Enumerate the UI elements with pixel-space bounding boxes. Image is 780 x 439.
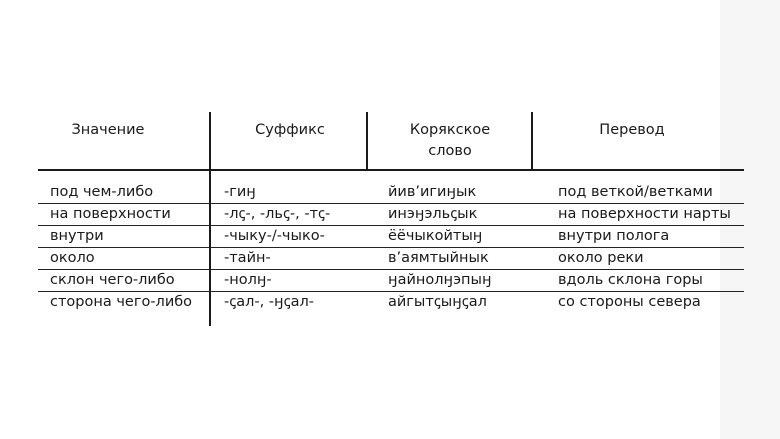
cell-meaning: под чем-либо (50, 184, 154, 200)
cell-suffix: -чыку-/-чыко- (224, 228, 325, 244)
table-row: склон чего-либо -нолӈ- ӈайнолӈэпыӈ вдоль… (38, 270, 744, 292)
header-koryak-word: Корякское слово (409, 122, 491, 159)
column-divider (366, 112, 368, 169)
table-row: сторона чего-либо -ꞔал-, -ӈꞔал- айгытꞔыӈ… (38, 292, 744, 313)
cell-meaning: склон чего-либо (50, 272, 175, 288)
column-divider (209, 112, 211, 326)
cell-translation: вдоль склона горы (558, 272, 703, 288)
decorative-background-pattern (720, 0, 780, 439)
cell-suffix: -гиӈ (224, 184, 256, 200)
cell-suffix: -лꞔ-, -льꞔ-, -тꞔ- (224, 206, 331, 222)
cell-suffix: -ꞔал-, -ӈꞔал- (224, 294, 314, 310)
cell-meaning: сторона чего-либо (50, 294, 193, 310)
table-row: внутри -чыку-/-чыко- ёёчыкойтыӈ внутри п… (38, 226, 744, 248)
cell-koryak-word: йив’игиӈык (388, 184, 477, 200)
table-row: около -тайн- в’аямтыйнык около реки (38, 248, 744, 270)
cell-koryak-word: айгытꞔыӈꞔал (388, 294, 487, 310)
cell-translation: на поверхности нарты (558, 206, 731, 222)
cell-koryak-word: инэӈэльꞔык (388, 206, 478, 222)
cell-koryak-word: в’аямтыйнык (388, 250, 489, 266)
cell-koryak-word: ёёчыкойтыӈ (388, 228, 483, 244)
cell-meaning: внутри (50, 228, 104, 244)
cell-translation: со стороны севера (558, 294, 701, 310)
header-translation: Перевод (599, 122, 665, 138)
cell-meaning: около (50, 250, 95, 266)
cell-meaning: на поверхности (50, 206, 171, 222)
header-suffix: Суффикс (255, 122, 325, 138)
header-meaning: Значение (71, 122, 145, 138)
suffix-table: Значение Суффикс Корякское слово Перевод… (38, 112, 744, 326)
cell-translation: под веткой/ветками (558, 184, 713, 200)
cell-suffix: -тайн- (224, 250, 271, 266)
table-row: под чем-либо -гиӈ йив’игиӈык под веткой/… (38, 182, 744, 204)
cell-translation: около реки (558, 250, 644, 266)
table-body: под чем-либо -гиӈ йив’игиӈык под веткой/… (38, 182, 744, 313)
table-header-row: Значение Суффикс Корякское слово Перевод (38, 112, 744, 171)
cell-suffix: -нолӈ- (224, 272, 272, 288)
column-divider (531, 112, 533, 169)
cell-translation: внутри полога (558, 228, 670, 244)
cell-koryak-word: ӈайнолӈэпыӈ (388, 272, 492, 288)
table-row: на поверхности -лꞔ-, -льꞔ-, -тꞔ- инэӈэль… (38, 204, 744, 226)
